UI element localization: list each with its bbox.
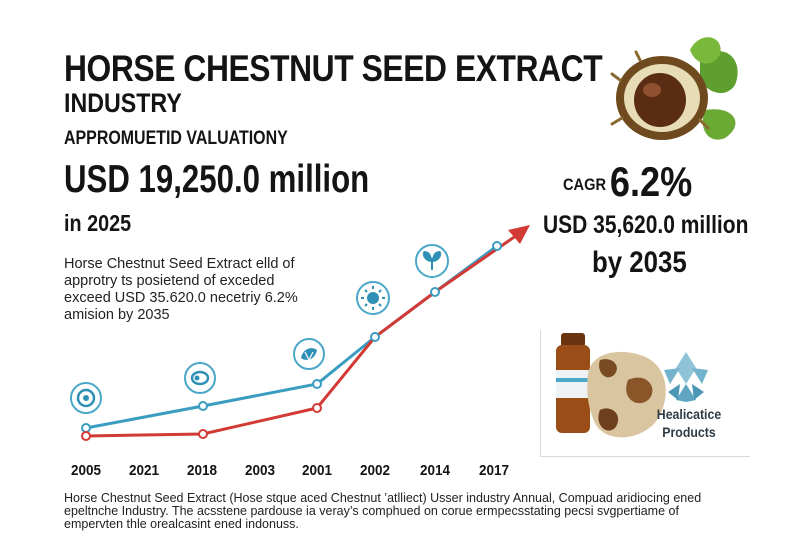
- summary-text: Horse Chestnut Seed Extract elld of appr…: [64, 256, 354, 324]
- summary-line: amision by 2035: [64, 307, 170, 323]
- year-label: 2005: [70, 462, 102, 479]
- red-point: [81, 431, 91, 441]
- healthcare-products-label: Healicatice Products: [655, 405, 724, 441]
- teal-point: [198, 401, 208, 411]
- year-axis: 2005 2021 2018 2003 2001 2002 2014 2017: [0, 462, 540, 486]
- valuation-year: in 2025: [64, 210, 132, 236]
- footer-line: epeltnche Industry. The acsstene pardous…: [64, 504, 679, 518]
- leaf-icon: [293, 338, 325, 370]
- page-title: HORSE CHESTNUT SEED EXTRACT: [64, 48, 603, 89]
- year-label: 2021: [128, 462, 160, 479]
- forecast-year: by 2035: [592, 246, 687, 279]
- year-label: 2001: [301, 462, 333, 479]
- year-label: 2014: [419, 462, 451, 479]
- arrow-up-icon: [508, 225, 530, 244]
- seed-icon: [587, 351, 666, 438]
- year-label: 2003: [244, 462, 276, 479]
- summary-line: approtry ts posietend of exceded: [64, 273, 275, 289]
- chestnut-icon: [610, 37, 738, 140]
- footer-line: empervten thle orealcasint ened indonuss…: [64, 517, 299, 531]
- year-label: 2002: [359, 462, 391, 479]
- divider: [540, 330, 541, 456]
- target-icon: [70, 382, 102, 414]
- summary-line: exceed USD 35.620.0 necetriy 6.2%: [64, 290, 298, 306]
- year-label: 2017: [478, 462, 510, 479]
- divider: [540, 456, 750, 457]
- summary-line: Horse Chestnut Seed Extract elld of: [64, 256, 295, 272]
- footer-text: Horse Chestnut Seed Extract (Hose stque …: [64, 492, 744, 531]
- year-label: 2018: [186, 462, 218, 479]
- molecule-icon: [664, 352, 708, 402]
- teal-point: [81, 423, 91, 433]
- cagr-label: CAGR: [563, 175, 607, 194]
- cagr: CAGR 6.2%: [563, 158, 692, 206]
- sprout-icon: [415, 244, 449, 278]
- healthcare-line: Healicatice: [656, 406, 722, 422]
- page-subtitle: INDUSTRY: [64, 88, 182, 118]
- teal-point: [312, 379, 322, 389]
- teal-point: [492, 241, 502, 251]
- forecast-amount: USD 35,620.0 million: [543, 211, 749, 239]
- red-point: [198, 429, 208, 439]
- capsule-icon: [184, 362, 216, 394]
- cagr-value: 6.2%: [609, 158, 693, 205]
- red-point: [312, 403, 322, 413]
- teal-point: [430, 287, 440, 297]
- red-trend-line: [85, 231, 521, 438]
- valuation-label: APPROMUETID VALUATIONY: [64, 128, 288, 149]
- medicine-bottle-icon: [556, 333, 590, 433]
- sun-icon: [356, 281, 390, 315]
- valuation-amount: USD 19,250.0 million: [64, 158, 370, 201]
- footer-line: Horse Chestnut Seed Extract (Hose stque …: [64, 491, 702, 505]
- healthcare-line: Products: [662, 424, 716, 440]
- teal-point: [370, 332, 380, 342]
